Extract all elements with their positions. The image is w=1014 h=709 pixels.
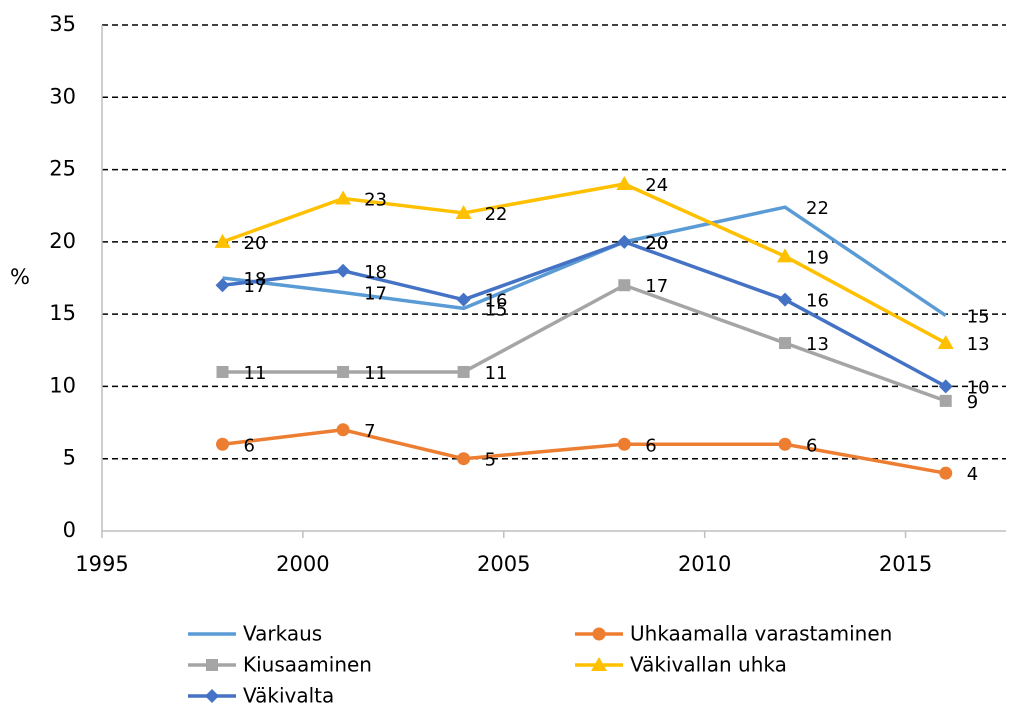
y-tick-label: 5 bbox=[63, 446, 76, 470]
marker bbox=[778, 292, 793, 307]
data-label: 13 bbox=[806, 334, 829, 355]
data-label: 15 bbox=[967, 307, 990, 328]
data-label: 15 bbox=[485, 299, 508, 320]
series-line bbox=[222, 205, 947, 318]
legend-marker bbox=[206, 659, 218, 671]
y-axis-label: % bbox=[10, 265, 30, 289]
marker bbox=[939, 394, 952, 407]
legend-marker bbox=[592, 627, 606, 641]
legend-label: Väkivallan uhka bbox=[630, 653, 787, 677]
data-label: 7 bbox=[364, 421, 375, 442]
x-tick-label: 2000 bbox=[276, 552, 329, 576]
data-label: 5 bbox=[485, 450, 496, 471]
x-tick-label: 2010 bbox=[678, 552, 731, 576]
marker bbox=[335, 190, 352, 205]
data-label: 6 bbox=[806, 435, 817, 456]
data-label: 9 bbox=[967, 392, 978, 413]
x-tick-label: 2015 bbox=[879, 552, 932, 576]
marker bbox=[617, 234, 632, 249]
data-label: 17 bbox=[364, 283, 387, 304]
y-tick-label: 30 bbox=[49, 84, 76, 108]
marker bbox=[616, 176, 633, 191]
series-line bbox=[222, 240, 947, 388]
data-label: 20 bbox=[645, 233, 668, 254]
marker bbox=[336, 423, 350, 437]
data-label: 13 bbox=[967, 334, 990, 355]
data-label: 11 bbox=[364, 363, 387, 384]
data-label: 20 bbox=[244, 233, 267, 254]
y-tick-label: 10 bbox=[49, 373, 76, 397]
data-label: 4 bbox=[967, 464, 978, 485]
marker bbox=[456, 292, 471, 307]
marker bbox=[455, 204, 472, 219]
data-label: 11 bbox=[244, 363, 267, 384]
legend-marker bbox=[205, 689, 219, 703]
data-label: 22 bbox=[806, 198, 829, 219]
data-label: 20 bbox=[645, 233, 668, 254]
data-label: 19 bbox=[806, 247, 829, 268]
x-tick-label: 2005 bbox=[477, 552, 530, 576]
marker bbox=[457, 365, 470, 378]
legend-label: Väkivalta bbox=[243, 684, 334, 708]
marker bbox=[457, 452, 471, 466]
y-tick-label: 20 bbox=[49, 229, 76, 253]
data-label: 6 bbox=[645, 435, 656, 456]
data-label: 10 bbox=[967, 377, 990, 398]
data-label: 16 bbox=[806, 291, 829, 312]
marker bbox=[778, 437, 792, 451]
marker bbox=[937, 335, 954, 350]
marker bbox=[337, 365, 350, 378]
legend-label: Kiusaaminen bbox=[243, 653, 372, 677]
y-tick-label: 0 bbox=[63, 518, 76, 542]
marker bbox=[216, 437, 230, 451]
legend-label: Uhkaamalla varastaminen bbox=[630, 622, 892, 646]
marker bbox=[777, 248, 794, 263]
marker bbox=[216, 365, 229, 378]
marker bbox=[336, 263, 351, 278]
marker bbox=[939, 466, 953, 480]
marker bbox=[938, 379, 953, 394]
x-tick-label: 1995 bbox=[75, 552, 128, 576]
series-line bbox=[222, 428, 947, 475]
data-label: 17 bbox=[244, 276, 267, 297]
legend-label: Varkaus bbox=[243, 622, 322, 646]
marker bbox=[779, 337, 792, 350]
y-tick-label: 15 bbox=[49, 301, 76, 325]
marker bbox=[617, 437, 631, 451]
legend-marker bbox=[591, 657, 607, 671]
data-label: 18 bbox=[364, 262, 387, 283]
data-label: 24 bbox=[645, 175, 668, 196]
data-label: 17 bbox=[645, 276, 668, 297]
marker bbox=[215, 278, 230, 293]
data-label: 22 bbox=[485, 204, 508, 225]
marker bbox=[214, 233, 231, 248]
marker bbox=[618, 279, 631, 292]
data-label: 6 bbox=[244, 435, 255, 456]
y-tick-label: 25 bbox=[49, 157, 76, 181]
series-line bbox=[222, 283, 947, 403]
y-tick-label: 35 bbox=[49, 12, 76, 36]
series-line bbox=[221, 182, 947, 345]
data-label: 11 bbox=[485, 363, 508, 384]
data-label: 16 bbox=[485, 291, 508, 312]
data-label: 23 bbox=[364, 189, 387, 210]
data-label: 18 bbox=[244, 269, 267, 290]
